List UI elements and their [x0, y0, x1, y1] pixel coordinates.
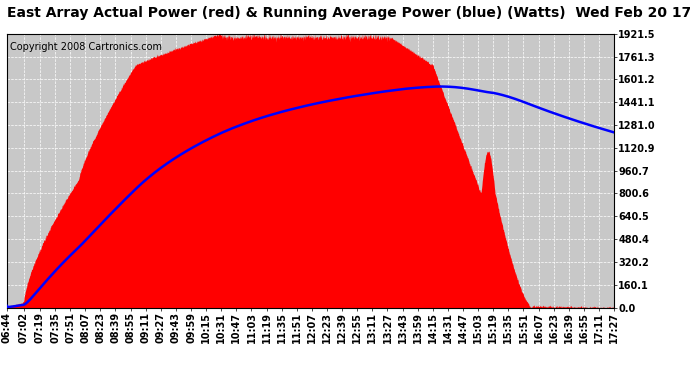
Text: Copyright 2008 Cartronics.com: Copyright 2008 Cartronics.com [10, 42, 162, 52]
Text: East Array Actual Power (red) & Running Average Power (blue) (Watts)  Wed Feb 20: East Array Actual Power (red) & Running … [7, 6, 690, 20]
